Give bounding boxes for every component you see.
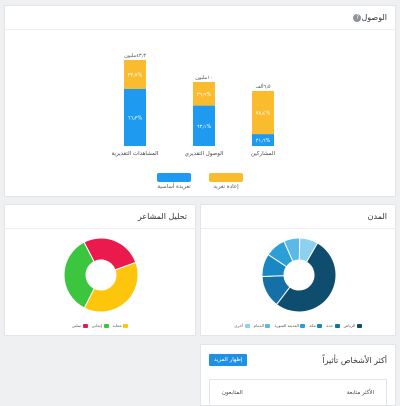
sentiment-legend: محايد إيجابي سلبي	[5, 323, 195, 328]
cities-legend-label-3: المدينة المنورة	[274, 323, 299, 328]
influencers-card: أكثر الأشخاص تأثيراً إظهار المزيد الأكثر…	[200, 344, 396, 406]
cities-title: المدن	[367, 212, 387, 221]
cities-donut-chart	[261, 237, 337, 313]
cities-legend-swatch-0	[356, 323, 362, 328]
sentiment-legend-swatch-1	[103, 323, 109, 328]
sentiment-slice-1[interactable]	[63, 241, 95, 309]
sentiment-donut-chart	[63, 237, 139, 313]
reach-card-header: الوصول ?	[5, 6, 395, 30]
sentiment-slice-2[interactable]	[83, 237, 137, 271]
show-more-button[interactable]: إظهار المزيد	[209, 354, 248, 366]
bar-retweet-1[interactable]	[193, 82, 215, 106]
bar-label-retweet-1: %٣٦٫٩	[197, 92, 212, 98]
cities-legend-item-0[interactable]: الرياض	[344, 323, 362, 328]
sentiment-card-header: تحليل المشاعر	[5, 205, 195, 229]
cities-card: المدن الرياض جدة مكة المدينة المنورة الدمام أ…	[200, 204, 396, 336]
bar-label-original-2: %٢١٫٦	[256, 138, 271, 144]
bar-label-retweet-0: %٣٣٫٧	[128, 72, 143, 78]
cities-legend-label-5: أخرى	[234, 323, 244, 328]
legend-item-retweet[interactable]: إعادة تغريد	[209, 173, 243, 190]
legend-swatch-original	[157, 173, 191, 182]
legend-item-original[interactable]: تغريدة أساسية	[157, 173, 191, 190]
bar-original-0[interactable]	[124, 88, 146, 146]
category-label-1: الوصول التقديري	[185, 151, 224, 157]
col-followers: المتابعون	[222, 390, 243, 396]
bar-total-0: ٤٣٫٣مليون	[124, 53, 146, 59]
sentiment-legend-item-1[interactable]: إيجابي	[92, 323, 109, 328]
reach-title: الوصول	[361, 13, 387, 22]
legend-swatch-retweet	[209, 173, 243, 182]
sentiment-legend-swatch-0	[123, 323, 129, 328]
bar-original-2[interactable]	[252, 134, 274, 146]
influencers-table-header: الأكثر متابعة المتابعون	[209, 379, 387, 406]
cities-legend-swatch-1	[334, 323, 340, 328]
cities-legend-swatch-3	[300, 323, 306, 328]
bar-label-original-0: %٦٦٫٣	[128, 115, 143, 121]
cities-slice-0[interactable]	[275, 242, 337, 313]
cities-legend-item-5[interactable]: أخرى	[234, 323, 250, 328]
cities-legend-label-4: الدمام	[253, 323, 264, 328]
category-label-2: المشاركين	[251, 150, 276, 157]
cities-legend-swatch-4	[265, 323, 271, 328]
legend-label-original: تغريدة أساسية	[157, 184, 191, 190]
cities-slice-5[interactable]	[298, 237, 319, 263]
cities-legend: الرياض جدة مكة المدينة المنورة الدمام أخرى	[201, 323, 395, 328]
sentiment-slice-0[interactable]	[83, 261, 139, 313]
bar-original-1[interactable]	[193, 105, 215, 146]
sentiment-title: تحليل المشاعر	[137, 212, 187, 221]
reach-chart: %٣٣٫٧ %٦٦٫٣ ٤٣٫٣مليون المشاهدات التقديرية %٣…	[112, 53, 276, 157]
bar-label-original-1: %٦٣٫١	[197, 124, 212, 130]
influencers-card-header: أكثر الأشخاص تأثيراً إظهار المزيد	[201, 345, 395, 375]
category-label-0: المشاهدات التقديرية	[112, 151, 159, 157]
bar-label-retweet-2: %٧٨٫٤	[256, 111, 271, 117]
sentiment-legend-label-1: إيجابي	[91, 323, 103, 328]
reach-legend: إعادة تغريد تغريدة أساسية	[5, 173, 395, 190]
reach-card: الوصول ? %٣٣٫٧ %٦٦٫٣ ٤٣٫٣مليون المشاهدات ال…	[4, 5, 396, 197]
sentiment-legend-item-2[interactable]: سلبي	[72, 323, 88, 328]
cities-legend-item-1[interactable]: جدة	[326, 323, 340, 328]
cities-legend-item-4[interactable]: الدمام	[254, 323, 271, 328]
bar-retweet-2[interactable]	[252, 91, 274, 135]
cities-legend-item-2[interactable]: مكة	[309, 323, 323, 328]
bar-retweet-0[interactable]	[124, 60, 146, 89]
col-most-followed: الأكثر متابعة	[346, 390, 374, 396]
cities-card-header: المدن	[201, 205, 395, 229]
question-circle-icon[interactable]: ?	[353, 13, 362, 22]
cities-legend-label-2: مكة	[309, 323, 316, 328]
cities-legend-swatch-5	[244, 323, 250, 328]
sentiment-legend-item-0[interactable]: محايد	[113, 323, 129, 328]
cities-legend-label-0: الرياض	[343, 323, 356, 328]
sentiment-card: تحليل المشاعر محايد إيجابي سلبي	[4, 204, 196, 336]
cities-legend-item-3[interactable]: المدينة المنورة	[274, 323, 306, 328]
cities-legend-label-1: جدة	[326, 323, 334, 328]
legend-label-retweet: إعادة تغريد	[213, 184, 239, 190]
sentiment-legend-label-2: سلبي	[71, 323, 82, 328]
sentiment-legend-label-0: محايد	[112, 323, 122, 328]
influencers-title: أكثر الأشخاص تأثيراً	[322, 355, 387, 365]
cities-legend-swatch-2	[317, 323, 323, 328]
bar-total-2: ٦٫٥ألف	[255, 83, 270, 90]
bar-total-1: ١٠مليون	[195, 75, 212, 81]
sentiment-legend-swatch-2	[82, 323, 88, 328]
